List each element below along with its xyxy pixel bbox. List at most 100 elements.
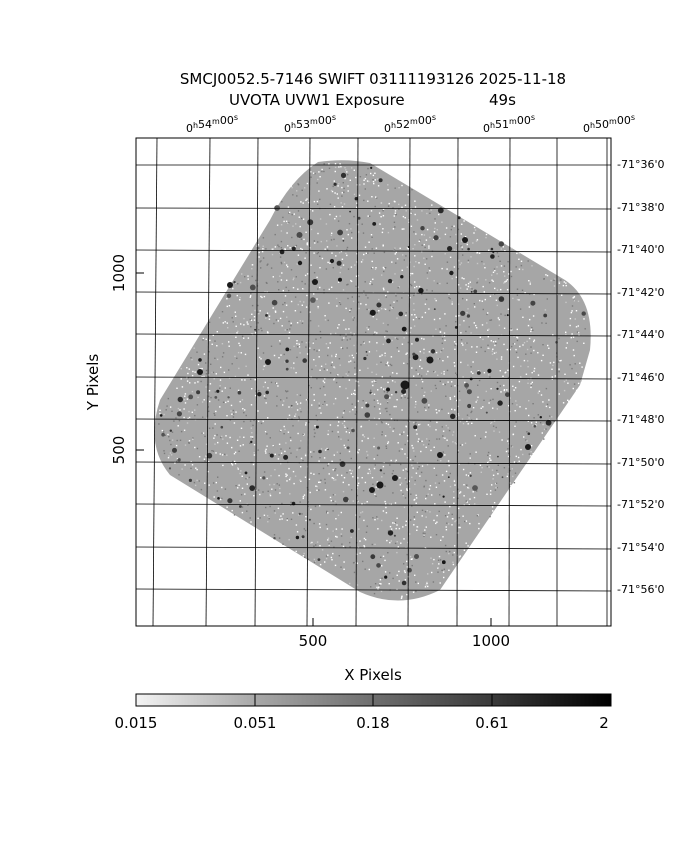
noise-pixel bbox=[198, 456, 201, 458]
noise-pixel bbox=[239, 299, 241, 301]
noise-pixel bbox=[298, 343, 300, 346]
noise-pixel bbox=[266, 477, 268, 480]
noise-pixel bbox=[341, 186, 343, 189]
noise-pixel bbox=[490, 340, 492, 342]
noise-pixel bbox=[408, 420, 411, 422]
noise-pixel bbox=[272, 276, 274, 278]
noise-pixel bbox=[339, 215, 341, 217]
noise-pixel bbox=[297, 346, 299, 348]
y-tick-label: 500 bbox=[110, 436, 128, 465]
point-source bbox=[254, 328, 256, 331]
noise-pixel bbox=[576, 331, 579, 333]
noise-pixel bbox=[379, 412, 381, 414]
noise-pixel bbox=[333, 366, 335, 368]
noise-pixel bbox=[366, 450, 368, 453]
point-source bbox=[413, 425, 418, 430]
noise-pixel bbox=[304, 283, 306, 285]
noise-pixel bbox=[394, 226, 396, 228]
noise-pixel bbox=[410, 272, 412, 275]
noise-pixel bbox=[573, 383, 576, 385]
noise-pixel bbox=[457, 268, 460, 270]
noise-pixel bbox=[353, 317, 355, 319]
noise-pixel bbox=[326, 188, 328, 190]
noise-pixel bbox=[470, 332, 472, 334]
noise-pixel bbox=[526, 431, 528, 433]
noise-pixel bbox=[373, 592, 376, 595]
noise-pixel bbox=[267, 387, 269, 389]
noise-pixel bbox=[331, 354, 333, 357]
noise-pixel bbox=[208, 427, 211, 429]
noise-pixel bbox=[446, 282, 448, 284]
noise-pixel bbox=[351, 427, 353, 430]
noise-pixel bbox=[247, 275, 249, 277]
noise-pixel bbox=[318, 356, 320, 358]
noise-pixel bbox=[524, 292, 526, 294]
noise-pixel bbox=[371, 236, 373, 238]
noise-pixel bbox=[297, 303, 299, 306]
noise-pixel bbox=[459, 287, 462, 289]
noise-pixel bbox=[474, 435, 476, 437]
noise-pixel bbox=[322, 403, 324, 406]
noise-pixel bbox=[461, 246, 463, 248]
noise-pixel bbox=[222, 322, 224, 324]
noise-pixel bbox=[496, 469, 498, 472]
noise-pixel bbox=[468, 417, 470, 419]
noise-pixel bbox=[385, 445, 387, 447]
noise-pixel bbox=[424, 511, 427, 513]
noise-pixel bbox=[455, 276, 458, 278]
point-source bbox=[296, 232, 303, 238]
noise-pixel bbox=[357, 381, 359, 383]
noise-pixel bbox=[420, 375, 423, 377]
noise-pixel bbox=[274, 311, 277, 313]
noise-pixel bbox=[535, 424, 537, 426]
noise-pixel bbox=[451, 303, 453, 305]
noise-pixel bbox=[366, 327, 368, 329]
point-source bbox=[285, 367, 289, 371]
noise-pixel bbox=[331, 355, 333, 358]
noise-pixel bbox=[313, 252, 315, 254]
noise-pixel bbox=[364, 502, 366, 505]
noise-pixel bbox=[302, 459, 304, 462]
noise-pixel bbox=[425, 526, 427, 528]
noise-pixel bbox=[297, 210, 300, 212]
noise-pixel bbox=[200, 380, 202, 383]
noise-pixel bbox=[502, 246, 504, 248]
noise-pixel bbox=[387, 324, 389, 326]
noise-pixel bbox=[260, 327, 262, 329]
noise-pixel bbox=[351, 334, 353, 337]
noise-pixel bbox=[305, 424, 307, 426]
noise-pixel bbox=[519, 308, 522, 310]
noise-pixel bbox=[282, 310, 285, 313]
noise-pixel bbox=[403, 538, 405, 540]
noise-pixel bbox=[328, 544, 330, 546]
noise-pixel bbox=[378, 584, 381, 586]
noise-pixel bbox=[283, 433, 285, 435]
point-source bbox=[265, 314, 268, 317]
point-source bbox=[401, 580, 407, 586]
point-source bbox=[386, 338, 391, 344]
noise-pixel bbox=[449, 472, 451, 475]
noise-pixel bbox=[494, 287, 496, 290]
noise-pixel bbox=[356, 584, 359, 586]
noise-pixel bbox=[393, 427, 395, 430]
noise-pixel bbox=[514, 387, 517, 389]
noise-pixel bbox=[229, 387, 231, 389]
point-source bbox=[308, 518, 311, 521]
noise-pixel bbox=[574, 363, 576, 365]
noise-pixel bbox=[530, 346, 532, 348]
noise-pixel bbox=[403, 228, 405, 230]
noise-pixel bbox=[405, 312, 407, 314]
noise-pixel bbox=[415, 233, 417, 235]
noise-pixel bbox=[502, 375, 504, 377]
noise-pixel bbox=[577, 300, 580, 302]
noise-pixel bbox=[527, 378, 529, 380]
noise-pixel bbox=[393, 301, 395, 303]
noise-pixel bbox=[469, 522, 471, 525]
noise-pixel bbox=[422, 444, 425, 446]
noise-pixel bbox=[171, 410, 173, 412]
noise-pixel bbox=[428, 404, 430, 406]
noise-pixel bbox=[583, 318, 585, 320]
noise-pixel bbox=[359, 540, 361, 542]
noise-pixel bbox=[265, 452, 267, 454]
noise-pixel bbox=[419, 423, 421, 425]
